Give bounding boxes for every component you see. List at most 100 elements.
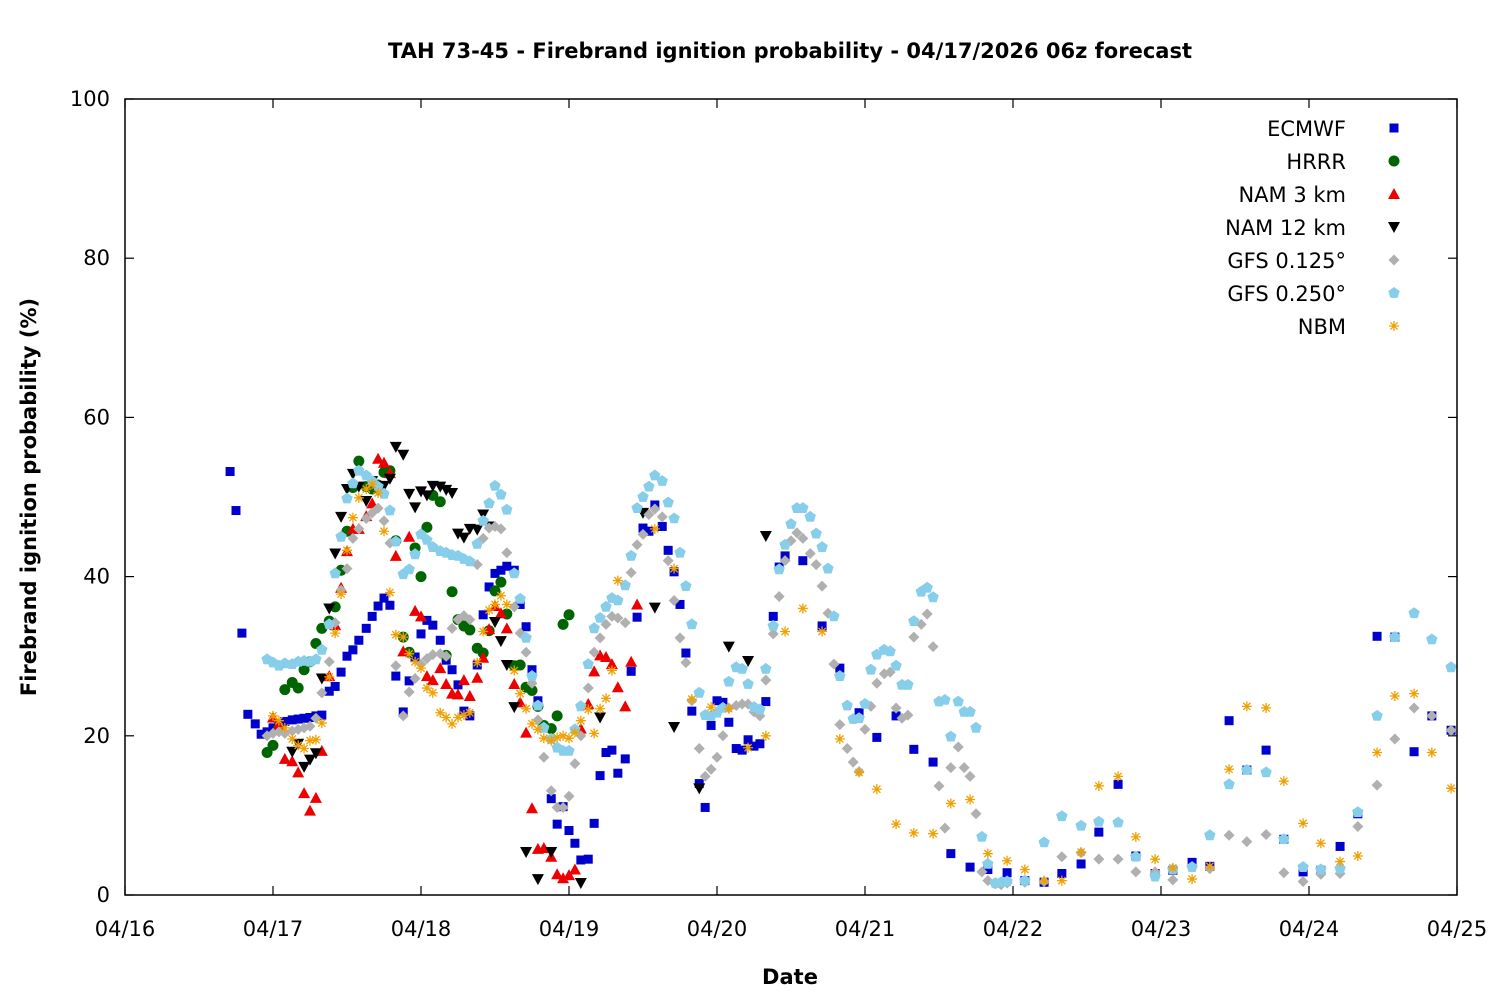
- data-point: [452, 688, 464, 700]
- data-point: [631, 598, 644, 610]
- data-point: [489, 585, 501, 597]
- data-point: [501, 599, 512, 610]
- data-point: [310, 734, 321, 745]
- data-point: [421, 534, 433, 545]
- data-point: [706, 720, 716, 730]
- data-point: [982, 858, 994, 869]
- data-point: [1019, 864, 1030, 875]
- data-point: [737, 745, 747, 755]
- data-point: [1352, 821, 1364, 833]
- data-point: [323, 603, 336, 615]
- data-point: [649, 523, 660, 534]
- data-point: [256, 729, 266, 739]
- x-tick-label: 04/16: [95, 917, 156, 941]
- data-point: [1409, 688, 1420, 699]
- data-point: [841, 699, 853, 711]
- data-point: [1187, 874, 1198, 885]
- data-point: [1094, 827, 1104, 837]
- legend-label: NAM 12 km: [1225, 216, 1346, 240]
- data-point: [1186, 861, 1198, 872]
- data-point: [390, 629, 401, 640]
- data-point: [810, 527, 822, 539]
- data-point: [939, 694, 951, 705]
- data-point: [700, 802, 710, 812]
- data-point: [637, 528, 649, 540]
- data-point: [835, 663, 845, 673]
- data-point: [952, 695, 964, 707]
- data-point: [483, 497, 495, 509]
- data-point: [828, 610, 840, 622]
- data-point: [1076, 847, 1087, 858]
- data-point: [921, 581, 933, 593]
- y-tick-label: 0: [97, 883, 110, 907]
- data-point: [1408, 607, 1420, 619]
- data-point: [1278, 867, 1290, 879]
- data-point: [1038, 836, 1050, 848]
- data-point: [797, 532, 809, 544]
- data-point: [330, 628, 341, 639]
- data-point: [638, 523, 648, 533]
- data-point: [1241, 764, 1253, 775]
- data-point: [353, 492, 364, 503]
- data-point: [267, 739, 279, 751]
- data-point: [1389, 691, 1400, 701]
- data-point: [494, 636, 507, 648]
- data-point: [564, 826, 574, 836]
- data-point: [816, 541, 828, 552]
- data-point: [908, 615, 920, 626]
- data-point: [298, 787, 311, 799]
- data-point: [521, 703, 532, 714]
- data-point: [389, 441, 402, 453]
- data-point: [1446, 783, 1457, 794]
- data-point: [292, 682, 304, 694]
- data-point: [310, 653, 322, 665]
- data-point: [501, 503, 513, 515]
- data-point: [1093, 853, 1105, 865]
- data-point: [891, 711, 901, 721]
- data-point: [1334, 862, 1346, 874]
- data-point: [706, 702, 717, 713]
- data-point: [309, 791, 322, 803]
- data-point: [1093, 780, 1104, 791]
- data-point: [496, 565, 506, 575]
- data-point: [372, 480, 384, 492]
- data-point: [902, 709, 914, 721]
- data-point: [588, 665, 601, 677]
- data-point: [970, 721, 982, 733]
- data-point: [446, 622, 458, 634]
- data-point: [390, 535, 402, 547]
- data-point: [620, 754, 630, 764]
- data-point: [538, 733, 549, 744]
- data-point: [890, 659, 902, 671]
- data-point: [847, 756, 859, 768]
- data-point: [834, 733, 845, 744]
- data-point: [722, 641, 735, 653]
- data-point: [817, 626, 828, 637]
- data-point: [619, 617, 631, 629]
- data-point: [952, 741, 964, 753]
- data-point: [446, 488, 459, 500]
- data-point: [409, 672, 421, 684]
- data-point: [797, 502, 809, 513]
- data-point: [657, 521, 667, 531]
- data-point: [508, 567, 520, 579]
- legend-marker: [1388, 188, 1400, 199]
- data-point: [601, 748, 611, 758]
- data-point: [520, 631, 532, 643]
- x-axis-label: Date: [762, 965, 818, 989]
- data-point: [890, 702, 902, 714]
- data-point: [1352, 806, 1364, 818]
- data-point: [298, 761, 311, 773]
- data-point: [390, 660, 402, 672]
- data-point: [526, 684, 538, 696]
- data-point: [317, 710, 327, 720]
- data-point: [1204, 829, 1216, 841]
- data-point: [946, 849, 956, 859]
- data-point: [1130, 831, 1141, 842]
- data-point: [816, 580, 828, 592]
- data-point: [945, 798, 956, 809]
- data-point: [299, 713, 309, 723]
- data-point: [515, 599, 525, 609]
- data-point: [563, 609, 575, 621]
